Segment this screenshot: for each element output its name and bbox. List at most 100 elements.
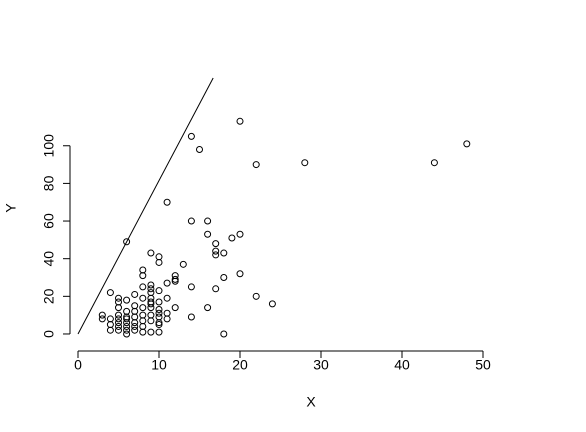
point <box>155 328 163 336</box>
point <box>155 258 163 266</box>
point <box>163 294 171 302</box>
x-tick-label: 10 <box>151 357 167 373</box>
point <box>131 313 139 321</box>
point <box>106 315 114 323</box>
point <box>123 319 131 327</box>
point <box>147 289 155 297</box>
point <box>139 322 147 330</box>
x-axis-label: X <box>306 394 316 410</box>
point <box>139 311 147 319</box>
point <box>252 161 260 169</box>
point <box>147 317 155 325</box>
x-tick-label: 50 <box>475 357 491 373</box>
point <box>171 275 179 283</box>
point <box>204 217 212 225</box>
point <box>131 290 139 298</box>
point <box>187 313 195 321</box>
point <box>155 313 163 321</box>
point <box>131 302 139 310</box>
y-tick-label: 60 <box>41 213 57 229</box>
point <box>171 277 179 285</box>
point <box>163 279 171 287</box>
point <box>139 272 147 280</box>
point <box>220 249 228 257</box>
y-tick-label: 20 <box>41 288 57 304</box>
point <box>220 274 228 282</box>
point <box>147 281 155 289</box>
point <box>268 300 276 308</box>
point <box>115 315 122 323</box>
point <box>106 326 114 334</box>
point <box>155 321 163 329</box>
y-tick-label: 0 <box>41 330 57 338</box>
point <box>212 251 220 259</box>
point <box>139 328 147 336</box>
point <box>236 230 244 238</box>
y-tick-label: 80 <box>41 175 57 191</box>
x-tick-label: 20 <box>232 357 248 373</box>
point <box>179 260 187 268</box>
point <box>123 326 131 334</box>
point <box>301 159 309 167</box>
point <box>115 326 122 334</box>
point <box>163 309 171 317</box>
point <box>115 322 122 330</box>
point <box>147 304 155 312</box>
point <box>220 330 228 338</box>
point <box>139 304 147 312</box>
point <box>123 330 131 338</box>
point <box>139 294 147 302</box>
point <box>463 140 471 148</box>
point <box>236 117 244 125</box>
point <box>212 240 220 248</box>
point <box>212 247 220 255</box>
point <box>147 311 155 319</box>
point <box>115 298 122 306</box>
point <box>123 315 131 323</box>
y-axis-label: Y <box>3 203 19 213</box>
point <box>115 304 122 312</box>
point <box>131 319 139 327</box>
point <box>204 230 212 238</box>
point <box>123 238 131 246</box>
point <box>98 311 106 319</box>
point <box>187 217 195 225</box>
point <box>139 266 147 274</box>
point <box>139 283 147 291</box>
point <box>123 296 131 304</box>
y-tick-label: 100 <box>41 134 57 158</box>
x-tick-label: 30 <box>313 357 329 373</box>
point <box>204 304 212 312</box>
point <box>123 307 131 315</box>
point <box>163 315 171 323</box>
point <box>163 198 171 206</box>
point <box>131 307 139 315</box>
reference-line <box>77 77 214 335</box>
point <box>155 319 163 327</box>
point <box>98 315 106 323</box>
point <box>155 309 163 317</box>
point <box>147 285 155 293</box>
point <box>155 253 163 261</box>
point <box>106 321 114 329</box>
y-tick-label: 40 <box>41 251 57 267</box>
point <box>171 304 179 312</box>
point <box>252 292 260 300</box>
point <box>155 298 163 306</box>
point <box>115 319 122 327</box>
point <box>228 234 236 242</box>
point <box>147 300 155 308</box>
x-tick-label: 0 <box>74 357 82 373</box>
point <box>115 294 122 302</box>
point <box>106 289 114 297</box>
point <box>123 322 131 330</box>
point <box>236 270 244 278</box>
point <box>131 322 139 330</box>
point <box>147 249 155 257</box>
point <box>139 317 147 325</box>
point <box>131 326 139 334</box>
point <box>196 146 203 154</box>
point <box>115 311 122 319</box>
point <box>187 283 195 291</box>
